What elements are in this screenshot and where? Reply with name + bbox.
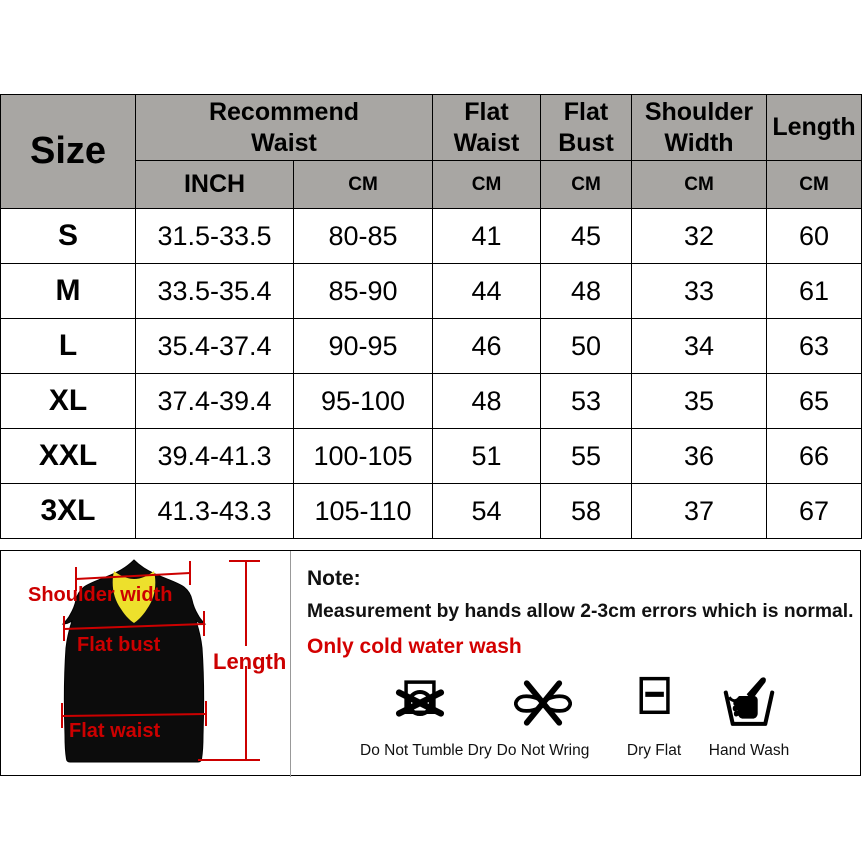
svg-text:Flat waist: Flat waist: [69, 720, 160, 742]
svg-text:Length: Length: [213, 649, 286, 674]
svg-text:Shoulder width: Shoulder width: [28, 584, 172, 606]
svg-text:Flat bust: Flat bust: [77, 634, 161, 656]
